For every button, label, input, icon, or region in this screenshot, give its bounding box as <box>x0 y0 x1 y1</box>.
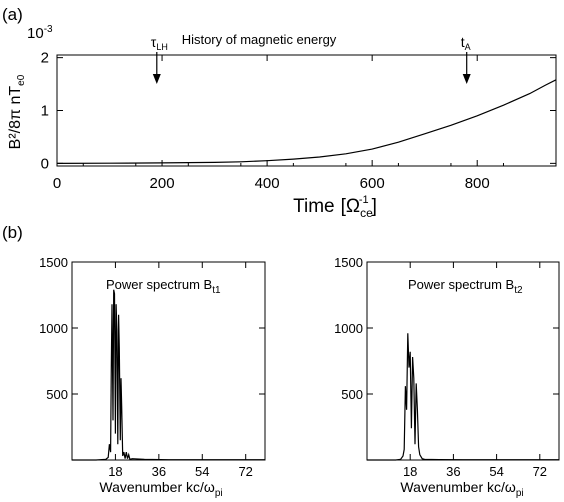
bt2-y-ticks: 500 1000 1500 <box>334 255 559 402</box>
a-x-tick-label-2: 400 <box>255 175 280 192</box>
b1-y-tick-label-1: 1000 <box>39 321 68 336</box>
b1-x-tick-label-1: 36 <box>152 464 166 479</box>
bt2-x-ticks: 18 36 54 72 <box>403 262 547 479</box>
panel-label-b: (b) <box>2 223 23 242</box>
bt2-x-axis-label: Wavenumber kc/ωpi <box>400 479 523 499</box>
energy-x-ticks: 0 200 400 600 800 <box>53 55 504 192</box>
energy-series-line <box>56 79 557 164</box>
b2-x-tick-label-0: 18 <box>403 464 417 479</box>
a-y-tick-label-1: 1 <box>41 103 49 120</box>
b1-y-tick-label-2: 1500 <box>39 255 68 270</box>
b2-x-tick-label-2: 54 <box>489 464 503 479</box>
b1-x-tick-label-0: 18 <box>108 464 122 479</box>
b1-y-tick-label-0: 500 <box>46 387 68 402</box>
panel-label-a: (a) <box>2 5 23 24</box>
annotation-0-arrow-head <box>152 74 161 84</box>
a-y-tick-label-0: 0 <box>41 155 49 172</box>
a-x-tick-label-1: 200 <box>150 175 175 192</box>
energy-y-ticks: 0 1 2 <box>41 50 556 172</box>
power-spectrum-bt1-chart: Power spectrum Bt1 18 36 54 72 50010001500 … <box>39 255 266 499</box>
bt1-x-ticks: 18 36 54 72 <box>108 262 253 479</box>
y-multiplier: 10-3 <box>27 24 53 42</box>
bt1-x-axis-label: Wavenumber kc/ωpi <box>99 479 222 499</box>
b2-y-tick-label-0: 500 <box>341 387 363 402</box>
b1-x-tick-label-3: 72 <box>238 464 252 479</box>
a-x-tick-label-4: 800 <box>465 175 490 192</box>
annotation-0: τLH <box>151 34 168 52</box>
a-y-tick-label-2: 2 <box>41 50 49 67</box>
power-spectrum-bt2-chart: Power spectrum Bt2 18 36 54 72 50010001500 … <box>334 255 560 499</box>
annotation-1: tA <box>461 34 471 52</box>
energy-y-axis-label: B²/8π nTe0 <box>7 74 27 149</box>
a-x-tick-label-3: 600 <box>360 175 385 192</box>
b2-x-tick-label-1: 36 <box>446 464 460 479</box>
a-x-tick-label-0: 0 <box>53 175 61 192</box>
b2-x-tick-label-3: 72 <box>533 464 547 479</box>
bt1-chart-title: Power spectrum Bt1 <box>106 277 221 296</box>
energy-annotations: τLH tA <box>151 34 471 84</box>
bt1-spectrum-line <box>72 289 265 461</box>
annotation-1-sub: A <box>465 42 471 52</box>
bt2-spectrum-line <box>367 333 559 461</box>
annotation-0-sub: LH <box>156 42 168 52</box>
annotation-1-arrow-head <box>462 74 471 84</box>
energy-plot-frame <box>56 54 557 167</box>
annotation-0-symbol: τ <box>151 34 157 50</box>
bt2-chart-title: Power spectrum Bt2 <box>408 277 523 296</box>
b2-y-tick-label-1: 1000 <box>334 321 363 336</box>
energy-x-axis-label: Time [Ωce-1] <box>293 194 377 220</box>
energy-chart-title: History of magnetic energy <box>182 32 337 47</box>
b2-y-tick-label-2: 1500 <box>334 255 363 270</box>
b1-x-tick-label-2: 54 <box>195 464 209 479</box>
energy-history-chart: History of magnetic energy 10-3 0 200 400 6… <box>7 24 557 220</box>
annotation-1-symbol: t <box>461 34 465 50</box>
bt1-y-ticks: 500 1000 1500 <box>39 255 265 402</box>
